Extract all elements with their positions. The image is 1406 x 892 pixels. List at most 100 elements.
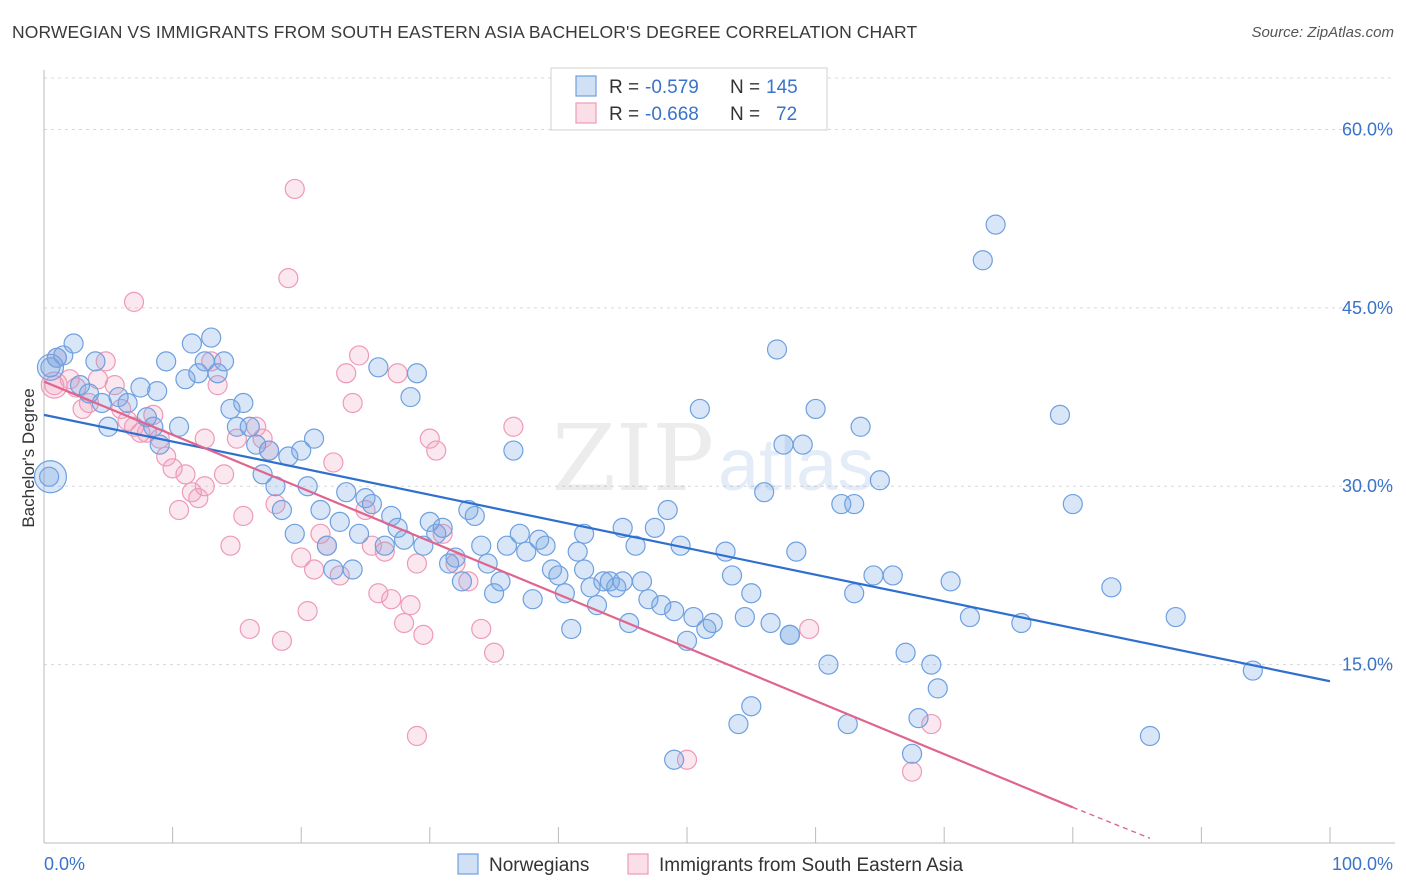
blue-data-point-large bbox=[33, 460, 68, 494]
blue-data-point bbox=[213, 351, 235, 372]
pink-data-point bbox=[303, 559, 325, 580]
blue-data-point bbox=[895, 642, 916, 663]
legend-n-label-2: N = bbox=[730, 104, 760, 125]
pink-data-point bbox=[181, 482, 202, 503]
blue-data-point bbox=[689, 398, 710, 420]
blue-data-point bbox=[323, 559, 344, 580]
blue-data-point bbox=[606, 577, 627, 598]
pink-data-point bbox=[123, 291, 145, 312]
pink-data-point bbox=[484, 642, 505, 663]
blue-data-point bbox=[721, 565, 743, 586]
pink-data-point bbox=[387, 363, 408, 384]
y-tick-label: 30.0% bbox=[1342, 476, 1393, 496]
blue-data-point bbox=[130, 377, 151, 398]
blue-data-point bbox=[451, 571, 473, 592]
blue-data-point bbox=[522, 589, 543, 610]
blue-data-point bbox=[760, 612, 781, 634]
blue-data-point bbox=[484, 583, 505, 604]
blue-data-point bbox=[117, 392, 138, 414]
pink-data-point bbox=[503, 416, 524, 437]
blue-data-point bbox=[741, 583, 762, 604]
pink-data-point bbox=[95, 351, 116, 372]
blue-data-point bbox=[207, 363, 228, 384]
blue-data-point bbox=[702, 612, 723, 634]
blue-data-point bbox=[754, 482, 775, 503]
legend-r-value-1: -0.579 bbox=[645, 77, 699, 98]
blue-data-point bbox=[972, 250, 993, 271]
pink-data-point bbox=[194, 476, 215, 497]
blue-data-point-large bbox=[36, 353, 65, 381]
blue-data-point bbox=[927, 678, 948, 699]
legend-r-label-2: R = bbox=[609, 104, 639, 125]
blue-data-point bbox=[239, 416, 260, 437]
blue-data-point bbox=[529, 529, 550, 550]
pink-data-point bbox=[406, 553, 428, 574]
blue-data-point bbox=[1101, 577, 1122, 598]
blue-data-point bbox=[342, 559, 363, 580]
blue-data-point bbox=[818, 654, 839, 675]
series-legend: Norwegians Immigrants from South Eastern… bbox=[457, 853, 964, 876]
blue-data-point bbox=[316, 535, 338, 556]
correlation-legend: R = -0.579 N = 145 R = -0.668 N = 72 bbox=[550, 67, 828, 131]
watermark-atlas: atlas bbox=[718, 423, 874, 506]
pink-data-point bbox=[104, 375, 125, 396]
pink-data-point bbox=[393, 612, 415, 634]
blue-data-point bbox=[181, 333, 202, 354]
blue-data-point bbox=[773, 434, 794, 455]
blue-data-point bbox=[901, 743, 923, 764]
blue-data-point bbox=[361, 493, 383, 515]
legend-box bbox=[550, 67, 828, 131]
pink-data-point bbox=[374, 541, 395, 562]
pink-data-point bbox=[239, 618, 260, 640]
blue-data-point bbox=[908, 708, 929, 729]
chart-title: NORWEGIAN VS IMMIGRANTS FROM SOUTH EASTE… bbox=[12, 22, 918, 42]
legend-n-label-1: N = bbox=[730, 77, 760, 98]
blue-data-point bbox=[586, 595, 608, 616]
blue-data-point bbox=[541, 559, 563, 580]
pink-data-point bbox=[458, 571, 479, 592]
pink-data-point bbox=[901, 761, 923, 782]
blue-data-point bbox=[368, 357, 389, 378]
blue-data-point bbox=[612, 571, 633, 592]
blue-data-point bbox=[458, 499, 479, 521]
blue-data-point bbox=[355, 488, 376, 509]
pink-data-point bbox=[271, 630, 293, 651]
pink-data-point bbox=[252, 428, 273, 449]
y-tick-labels: 15.0% 30.0% 45.0% 60.0% bbox=[1342, 119, 1393, 674]
pink-data-point bbox=[348, 345, 370, 366]
pink-data-point bbox=[921, 713, 942, 735]
blue-data-point bbox=[464, 505, 485, 527]
blue-data-point bbox=[490, 571, 511, 592]
blue-data-point bbox=[631, 571, 653, 592]
pink-data-point bbox=[59, 369, 80, 390]
blue-data-point bbox=[168, 416, 190, 437]
blue-data-point bbox=[625, 535, 646, 556]
pink-data-point bbox=[175, 464, 196, 485]
blue-data-point bbox=[39, 466, 60, 487]
blue-data-point bbox=[657, 499, 678, 521]
blue-data-point bbox=[220, 398, 241, 420]
blue-data-point bbox=[246, 434, 267, 455]
blue-data-point bbox=[503, 440, 524, 461]
blue-data-point bbox=[374, 535, 395, 556]
y-tick-label: 45.0% bbox=[1342, 298, 1393, 318]
blue-data-point bbox=[509, 523, 530, 544]
y-tick-label: 15.0% bbox=[1342, 655, 1393, 675]
blue-data-point bbox=[233, 392, 254, 414]
blue-data-point bbox=[46, 347, 67, 368]
blue-data-point bbox=[664, 749, 685, 770]
x-tick-labels: 0.0% 100.0% bbox=[44, 854, 1393, 874]
blue-data-point bbox=[419, 511, 440, 533]
blue-data-point bbox=[734, 606, 755, 628]
pink-data-point bbox=[413, 624, 434, 645]
pink-data-point bbox=[342, 392, 363, 414]
pink-data-point bbox=[329, 565, 350, 586]
legend-n-value-1: 145 bbox=[766, 77, 798, 98]
blue-data-point bbox=[329, 511, 350, 533]
blue-data-point bbox=[535, 535, 556, 556]
blue-data-point bbox=[336, 482, 357, 503]
pink-data-point bbox=[72, 398, 93, 420]
legend-r-value-2: -0.668 bbox=[645, 104, 699, 125]
chart-source: Source: ZipAtlas.com bbox=[1251, 24, 1394, 41]
